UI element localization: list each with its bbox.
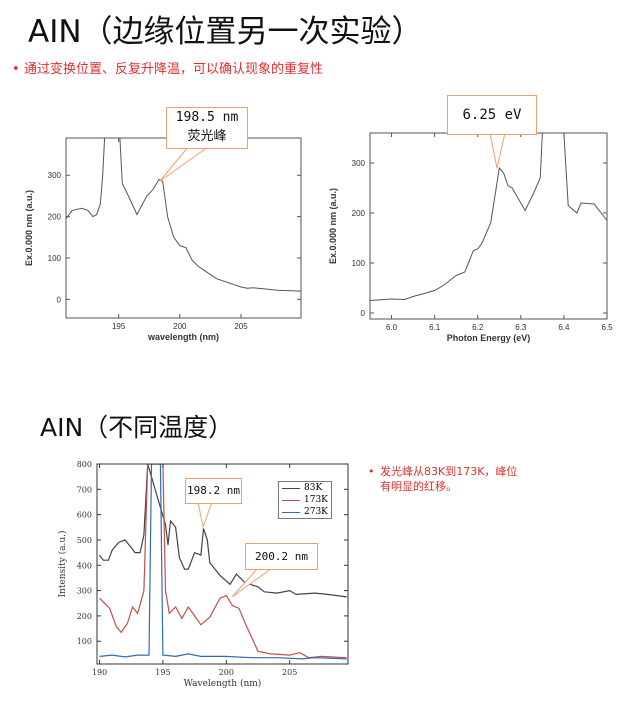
chart-1: 195 200 205 0 100 200 300 wavelength (nm) Ex.0.0… [24, 137, 302, 342]
y-tick-label: 200 [48, 213, 62, 222]
legend-label: 273K [304, 507, 328, 517]
y-tick-label: 100 [48, 254, 62, 263]
chart-2: 6.0 6.1 6.2 6.3 6.4 6.5 0 100 200 300 Photon Energ… [328, 132, 613, 343]
x-tick-label: 205 [282, 668, 297, 677]
series-line-series-1 [370, 133, 607, 301]
x-axis-label: Wavelength (nm) [184, 678, 262, 689]
y-axis-label: Ex.0.000 nm (a.u.) [328, 188, 338, 264]
x-tick-label: 6.3 [515, 323, 527, 332]
y-tick-label: 700 [77, 485, 92, 494]
legend-swatch [282, 499, 300, 502]
chart-legend: 83K 173K 273K [278, 481, 332, 519]
chart-3: 190 195 200 205 100 200 300 400 500 600 700 800 Wave… [57, 460, 349, 689]
legend-label: 173K [304, 495, 328, 505]
annotation-text: 荧光峰 [187, 129, 227, 144]
x-tick-label: 6.2 [472, 323, 484, 332]
x-tick-label: 6.4 [558, 323, 570, 332]
y-axis-label: Ex.0.000 nm (a.u.) [24, 190, 34, 266]
annotation-text: 198.5 nm [175, 110, 239, 125]
annotation-peak-198-2: 198.2 nm [185, 478, 242, 504]
series-line-83K [99, 464, 347, 598]
x-tick-label: 195 [112, 322, 126, 331]
callout-pointer [231, 567, 273, 598]
legend-label: 83K [304, 483, 323, 493]
bullet-point: • 通过变换位置、反复升降温，可以确认现象的重复性 [12, 58, 323, 77]
series-line-173K [99, 464, 347, 659]
bullet-icon: • [368, 465, 375, 478]
y-tick-label: 600 [77, 511, 92, 520]
x-tick-label: 195 [155, 668, 170, 677]
x-tick-label: 6.1 [429, 323, 441, 332]
section-title: AIN（不同温度） [40, 413, 234, 442]
x-axis-label: wavelength (nm) [147, 332, 219, 342]
series-line-273K [99, 464, 347, 660]
plot-frame [369, 132, 608, 320]
legend-swatch [282, 511, 300, 514]
x-tick-label: 190 [92, 668, 107, 677]
y-tick-label: 0 [361, 309, 366, 318]
callout-pointer [489, 132, 506, 169]
y-tick-label: 500 [77, 536, 92, 545]
bullet-text: 通过变换位置、反复升降温，可以确认现象的重复性 [24, 62, 324, 77]
y-tick-label: 200 [77, 612, 92, 621]
bullet-icon: • [12, 62, 20, 77]
legend-item: 173K [279, 495, 331, 506]
y-tick-label: 300 [77, 587, 92, 596]
x-tick-label: 6.5 [601, 323, 613, 332]
x-tick-label: 200 [219, 668, 234, 677]
bullet-point-2: • 发光峰从83K到173K，峰位有明显的红移。 [368, 464, 518, 494]
bullet-text-2: 发光峰从83K到173K，峰位有明显的红移。 [380, 465, 518, 493]
y-tick-label: 100 [77, 637, 92, 646]
annotation-peak-6-25: 6.25 eV [447, 95, 537, 135]
legend-swatch [282, 487, 300, 490]
callout-pointer [197, 501, 213, 529]
y-axis-label: Intensity (a.u.) [57, 530, 68, 597]
annotation-peak-200-2: 200.2 nm [245, 543, 318, 570]
x-tick-label: 200 [173, 322, 187, 331]
legend-item: 273K [279, 507, 331, 518]
y-tick-label: 400 [77, 561, 92, 570]
legend-item: 83K [279, 483, 331, 494]
plot-frame [65, 137, 302, 319]
y-tick-label: 200 [352, 209, 366, 218]
y-tick-label: 800 [77, 460, 92, 469]
y-tick-label: 100 [352, 259, 366, 268]
x-tick-label: 6.0 [386, 323, 398, 332]
y-tick-label: 300 [352, 159, 366, 168]
plot-frame [96, 463, 349, 665]
annotation-peak-198-5: 198.5 nm 荧光峰 [166, 107, 248, 149]
x-tick-label: 205 [234, 322, 248, 331]
x-axis-label: Photon Energy (eV) [447, 333, 531, 343]
slide-title: AIN（边缘位置另一次实验） [28, 14, 423, 50]
y-tick-label: 0 [57, 295, 62, 304]
callout-pointer [159, 146, 209, 182]
y-tick-label: 300 [48, 171, 62, 180]
